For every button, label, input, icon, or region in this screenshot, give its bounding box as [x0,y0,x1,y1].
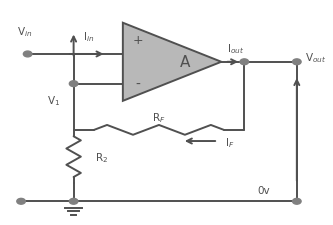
Circle shape [23,52,32,58]
Polygon shape [123,24,221,101]
Text: V$_1$: V$_1$ [47,94,61,108]
Text: R$_F$: R$_F$ [152,111,166,125]
Circle shape [69,81,78,87]
Text: I$_{out}$: I$_{out}$ [227,42,245,56]
Text: V$_{in}$: V$_{in}$ [17,25,32,39]
Text: -: - [135,77,140,91]
Circle shape [17,198,25,204]
Text: V$_{out}$: V$_{out}$ [305,51,326,65]
Text: 0v: 0v [258,185,270,195]
Circle shape [69,198,78,204]
Text: I$_F$: I$_F$ [225,136,234,149]
Circle shape [293,198,301,204]
Text: R$_2$: R$_2$ [95,150,108,164]
Circle shape [240,60,248,65]
Circle shape [293,60,301,65]
Text: A: A [180,55,190,70]
Text: I$_{in}$: I$_{in}$ [83,30,94,44]
Text: +: + [132,34,143,47]
